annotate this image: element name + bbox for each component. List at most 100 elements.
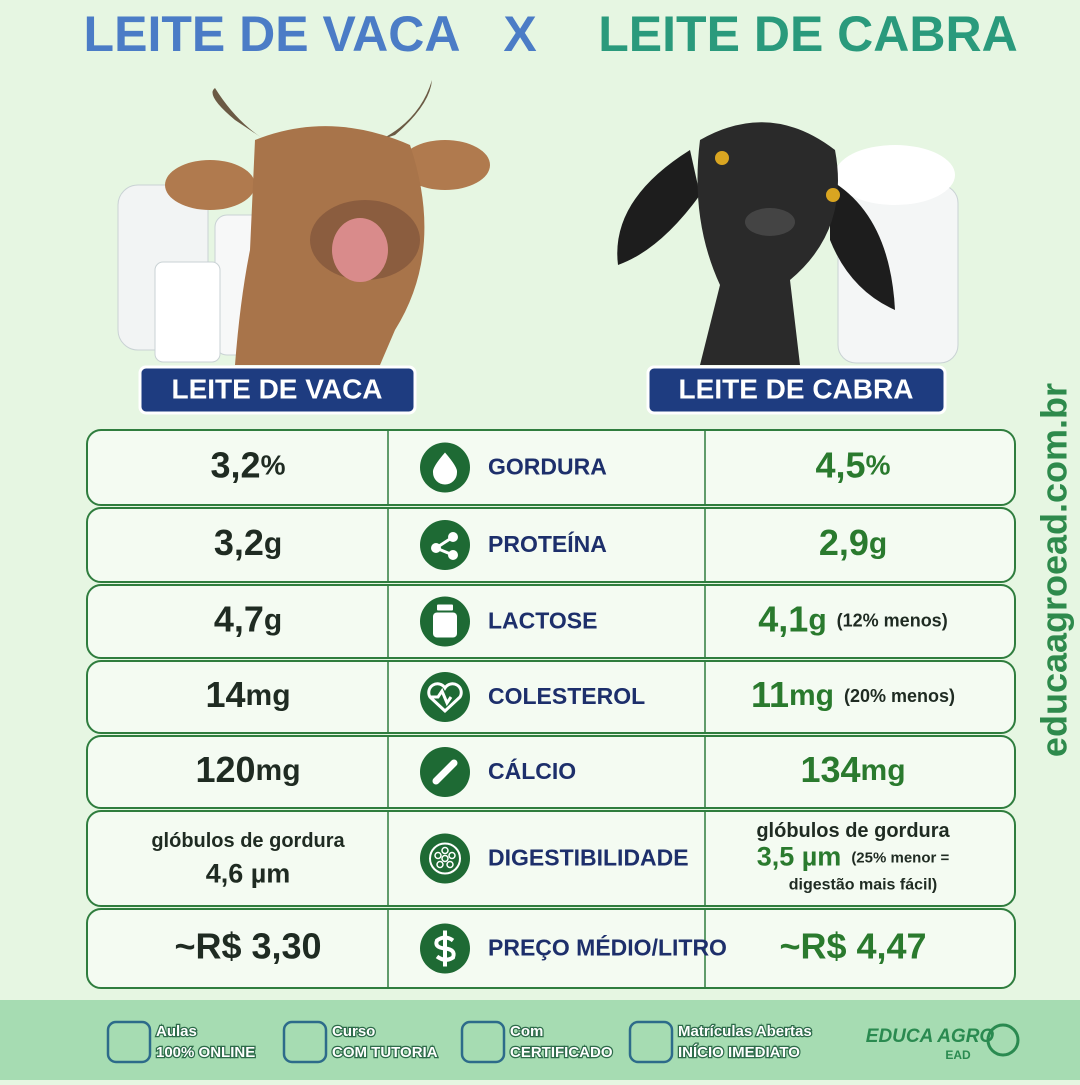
cell-value-line: 3,5 µm (25% menor = [757,842,950,872]
attribute-label: LACTOSE [488,608,597,634]
cell-unit: mg [861,754,906,787]
icon-glyph [433,612,457,638]
attribute-label: PREÇO MÉDIO/LITRO [488,934,727,961]
label-pill [646,365,947,415]
icon-glyph [434,930,456,967]
side-url: educaagroead.com.br [1034,383,1075,757]
cell-value-line: 4,6 µm [206,859,291,889]
label-pill [138,365,417,415]
footer-bar [0,1000,1080,1080]
cell-value-line: 4,7g [214,598,282,639]
title-right: LEITE DE CABRA [598,6,1017,62]
cell-unit: mg [789,679,834,712]
icon-glyph [435,535,454,557]
title-left: LEITE DE VACA [84,6,461,62]
cell-value: ~R$ 4,47 [779,925,926,966]
icon-glyph [429,842,461,875]
cell-value-line: 11mg (20% menos) [751,674,955,715]
footer-icon [282,1020,328,1064]
cell-unit: g [869,527,887,560]
cell-value-line: 4,5% [816,444,891,485]
cell-value: 14 [205,674,245,715]
cell-text: digestão mais fácil) [789,877,938,894]
row-box [86,908,1016,989]
cell-note: (12% menos) [837,610,948,630]
footer: Aulas 100% ONLINE Curso COM TUTORIA Com CERTI… [106,1020,1020,1064]
attribute-label: CÁLCIO [488,757,576,784]
cell-text: glóbulos de gordura [756,820,950,842]
icon-glyph [432,452,458,485]
cell-value-line: 3,2% [211,444,286,485]
cell-note: (25% menor = [851,849,949,866]
footer-icon [460,1020,506,1064]
cell-value: 4,6 µm [206,859,291,889]
footer-icon [106,1020,152,1064]
cell-unit: mg [256,754,301,787]
row-box [86,660,1016,734]
icon-glyph [448,851,456,860]
attribute-label: DIGESTIBILIDADE [488,845,689,871]
cell-unit: g [264,527,282,560]
icon [420,833,470,884]
icon-glyph [436,860,444,869]
table-row: DIGESTIBILIDADE glóbulos de gordura 4,6 µm… [86,810,1016,907]
cell-unit: mg [246,679,291,712]
attribute-label: PROTEÍNA [488,530,607,557]
goat-illustration [617,122,959,365]
table-row: PREÇO MÉDIO/LITRO ~R$ 3,30 ~R$ 4,47 [86,908,1016,989]
cell-value-line: 120mg [195,749,300,790]
icon-glyph [441,846,449,855]
cell-value-line: 4,1g (12% menos) [758,598,947,639]
cell-value: 3,5 µm [757,842,842,872]
label-left: LEITE DE VACA [171,373,382,404]
icon-glyph [437,604,453,611]
cell-unit: g [808,603,826,636]
cell-text: glóbulos de gordura [151,830,345,852]
icon-glyph [427,682,463,714]
attribute-label: GORDURA [488,454,607,480]
cell-value: 4,5 [816,444,866,485]
cell-value: 11 [751,674,789,715]
footer-top: Matrículas Abertas [678,1023,812,1040]
footer-top: Curso [332,1023,375,1040]
footer-top: Com [510,1023,543,1040]
attribute-label: COLESTEROL [488,683,645,709]
cell-unit: % [866,450,891,481]
cell-value-line: 3,2g [214,522,282,563]
row-box [86,584,1016,659]
logo-sub: EAD [945,1048,971,1062]
label-right: LEITE DE CABRA [679,373,914,404]
footer-bottom: CERTIFICADO [510,1044,613,1061]
cell-unit: g [264,603,282,636]
footer-top: Aulas [156,1023,197,1040]
table-row: GORDURA 3,2% 4,5% [86,429,1016,506]
logo-mark [986,1023,1020,1057]
cell-value-line: 134mg [800,749,905,790]
cell-value-line: ~R$ 4,47 [779,925,926,966]
cell-value: 3,2 [214,522,264,563]
icon-glyph [432,759,458,785]
icon [420,520,470,570]
footer-bottom: COM TUTORIA [332,1044,438,1061]
icon-glyph [446,860,454,869]
logo-name: EDUCA AGRO [866,1026,995,1047]
cell-value: 134 [800,749,860,790]
cell-value-line: 14mg [205,674,290,715]
title-separator: X [503,6,536,62]
cell-value: 4,7 [214,598,264,639]
row-box [86,429,1016,506]
icon-glyph [441,854,449,863]
cell-value: ~R$ 3,30 [174,925,321,966]
cell-value-line: 2,9g [819,522,887,563]
icon-glyph [434,851,442,860]
cell-value: 4,1 [758,598,808,639]
footer-bottom: INÍCIO IMEDIATO [678,1044,800,1061]
cell-unit: % [261,450,286,481]
cell-value: 2,9 [819,522,869,563]
